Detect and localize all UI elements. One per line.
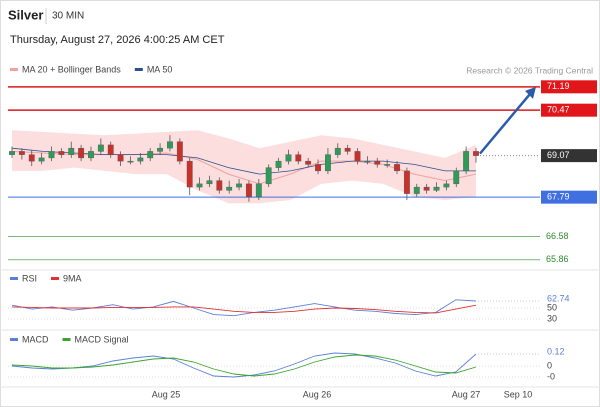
legend-label: MA 50 xyxy=(147,64,173,74)
indicator-line xyxy=(11,354,477,377)
indicator-line xyxy=(11,352,477,378)
candle-body xyxy=(38,157,45,162)
candle-body xyxy=(315,164,321,172)
legend-swatch xyxy=(10,68,18,71)
candle-body xyxy=(147,151,154,159)
candle-body xyxy=(196,183,203,188)
level-label-box xyxy=(541,190,597,204)
candle-body xyxy=(68,147,75,155)
x-tick-label: Aug 26 xyxy=(303,389,332,399)
level-label-box xyxy=(541,80,597,94)
level-label: 67.79 xyxy=(547,192,570,202)
projection-arrow xyxy=(479,92,532,155)
candle-body xyxy=(305,160,312,165)
candle-body xyxy=(246,183,252,198)
candle-body xyxy=(107,144,114,155)
legend-label: 9MA xyxy=(63,273,82,283)
legend-label: MACD xyxy=(22,334,49,344)
arrow-head xyxy=(525,86,536,99)
candle-body xyxy=(226,186,233,191)
y-tick-label: -0 xyxy=(547,371,555,381)
legend-swatch xyxy=(10,277,18,280)
candle-body xyxy=(97,144,104,152)
candle-body xyxy=(384,164,391,166)
x-tick-label: Sep 10 xyxy=(504,389,533,399)
symbol: Silver xyxy=(8,7,43,22)
candle-body xyxy=(374,160,381,165)
legend-label: MACD Signal xyxy=(75,334,129,344)
candle-body xyxy=(48,151,55,159)
candle-body xyxy=(206,180,213,185)
candle-body xyxy=(117,154,124,162)
y-tick-label: 30 xyxy=(547,313,557,323)
candle-body xyxy=(453,170,460,185)
candle-body xyxy=(463,151,470,172)
legend-swatch xyxy=(134,68,143,71)
level-label-box xyxy=(541,103,597,117)
legend-label: RSI xyxy=(22,273,37,283)
indicator-line xyxy=(11,304,477,314)
candle-body xyxy=(413,186,420,194)
candle-body xyxy=(295,154,302,162)
level-label: 69.07 xyxy=(547,150,570,160)
candle-body xyxy=(216,180,223,191)
level-label: 71.19 xyxy=(547,81,570,91)
candle-body xyxy=(325,154,331,172)
x-tick-label: Aug 25 xyxy=(152,389,181,399)
candle-body xyxy=(28,154,35,162)
candle-body xyxy=(58,151,65,155)
candle-body xyxy=(403,170,410,194)
candle-body xyxy=(394,164,400,172)
level-label: 65.86 xyxy=(546,254,569,264)
candle-body xyxy=(88,151,94,159)
bollinger-band xyxy=(12,130,476,204)
legend-swatch xyxy=(10,338,18,341)
candle-body xyxy=(157,147,163,152)
candle-body xyxy=(137,157,144,162)
candle-body xyxy=(364,160,371,163)
y-tick-label: 0 xyxy=(547,360,552,370)
y-tick-label: 50 xyxy=(547,302,557,312)
level-label-box xyxy=(541,149,597,163)
candle-body xyxy=(344,147,351,152)
candle-body xyxy=(127,160,134,163)
candle-body xyxy=(186,160,193,188)
legend-label: MA 20 + Bollinger Bands xyxy=(22,64,121,74)
candle-body xyxy=(334,147,341,155)
credit: Research © 2026 Trading Central xyxy=(466,65,593,75)
candle-body xyxy=(167,141,173,149)
candle-body xyxy=(423,186,430,191)
candle-body xyxy=(473,151,479,156)
candle-body xyxy=(255,183,262,198)
candle-body xyxy=(275,160,282,168)
candle-body xyxy=(236,183,242,188)
timestamp: Thursday, August 27, 2026 4:00:25 AM CET xyxy=(10,34,225,46)
interval: 30 MIN xyxy=(52,11,84,22)
candle-body xyxy=(176,141,183,162)
candle-body xyxy=(285,154,292,162)
legend-swatch xyxy=(51,277,60,280)
candle-body xyxy=(265,167,272,185)
level-label: 70.47 xyxy=(547,105,570,115)
last-value-label: 62.74 xyxy=(547,293,570,303)
level-label: 66.58 xyxy=(546,231,569,241)
candle-body xyxy=(78,147,85,159)
x-tick-label: Aug 27 xyxy=(452,389,481,399)
candle-body xyxy=(18,151,25,155)
candle-body xyxy=(9,151,15,155)
candle-body xyxy=(433,186,440,191)
candle-body xyxy=(354,151,361,162)
last-value-label: 0.12 xyxy=(547,346,565,356)
candle-body xyxy=(443,183,450,188)
legend-swatch xyxy=(62,338,71,341)
